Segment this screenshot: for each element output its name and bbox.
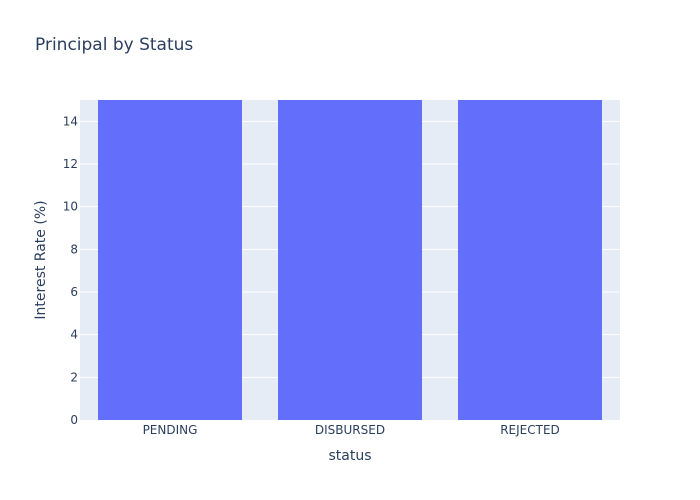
y-tick-label: 0 [70,413,78,427]
x-tick-label: REJECTED [500,423,560,437]
y-tick-label: 2 [70,370,78,384]
y-tick-label: 14 [63,114,78,128]
x-axis-label: status [328,448,371,464]
bars [98,100,602,420]
y-tick-label: 6 [70,285,78,299]
x-tick-label: DISBURSED [315,423,385,437]
y-tick-label: 12 [63,157,78,171]
x-tick-label: PENDING [143,423,198,437]
y-axis-label: Interest Rate (%) [33,200,49,319]
y-tick-label: 10 [63,200,78,214]
x-axis-ticks: PENDING DISBURSED REJECTED [143,423,560,437]
y-axis-ticks: 0 2 4 6 8 10 12 14 [63,114,78,427]
bar-pending[interactable] [98,100,242,420]
bar-disbursed[interactable] [278,100,422,420]
chart-title: Principal by Status [35,35,193,55]
y-tick-label: 4 [70,328,78,342]
y-tick-label: 8 [70,242,78,256]
bar-rejected[interactable] [458,100,602,420]
